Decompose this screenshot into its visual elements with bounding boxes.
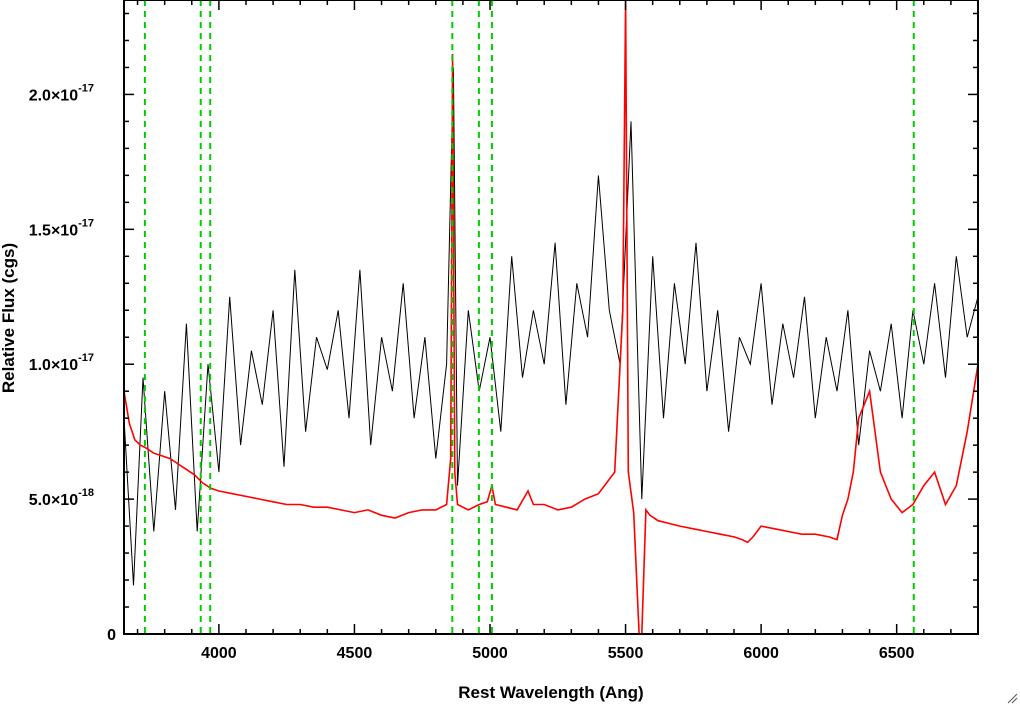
- y-tick-label: 1.5×10-17: [29, 217, 94, 239]
- y-axis-title: Relative Flux (cgs): [0, 243, 18, 393]
- series-line-error: [124, 0, 978, 634]
- x-tick-label: 4500: [337, 645, 373, 662]
- series-layer: [124, 0, 978, 634]
- y-tick-label: 2.0×10-17: [29, 82, 94, 104]
- plot-frame: [123, 0, 979, 635]
- x-tick-label: 4000: [201, 645, 237, 662]
- y-tick-label: 0: [107, 627, 116, 644]
- x-tick-label: 6000: [743, 645, 779, 662]
- x-tick-label: 5000: [472, 645, 508, 662]
- resize-grip-icon[interactable]: [1006, 692, 1018, 704]
- emission-line-markers: [143, 0, 915, 634]
- axes: 4000 4500 5000 5500 6000 6500 0 5.0×10-18 1.0×10…: [29, 0, 979, 662]
- y-tick-label: 1.0×10-17: [29, 352, 94, 374]
- y-tick-label: 5.0×10-18: [29, 487, 94, 509]
- series-line-observed: [124, 67, 978, 586]
- x-tick-label: 6500: [879, 645, 915, 662]
- x-tick-label: 5500: [608, 645, 644, 662]
- x-axis-title: Rest Wavelength (Ang): [458, 683, 643, 702]
